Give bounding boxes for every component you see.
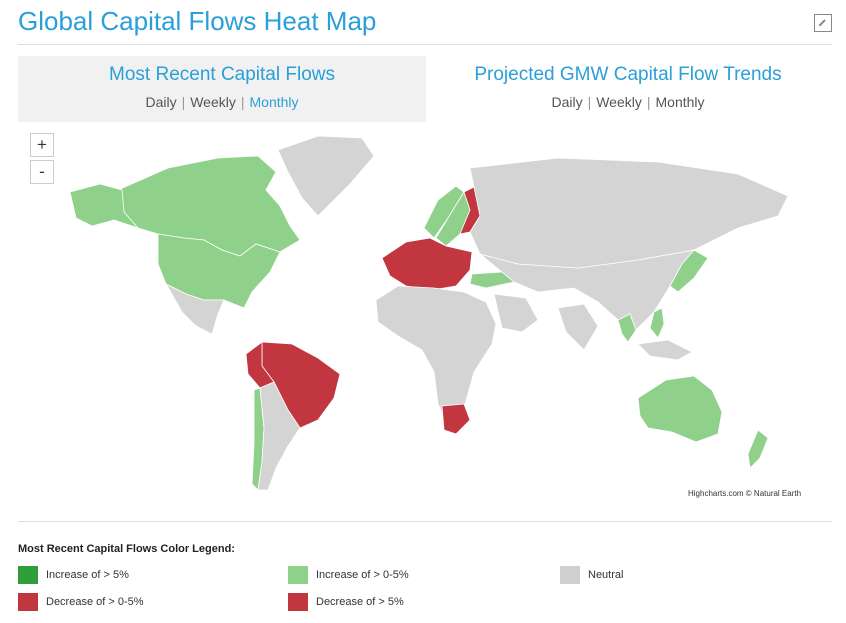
map-region-greenland[interactable]	[277, 135, 375, 217]
tab-most-recent[interactable]: Most Recent Capital Flows Daily | Weekly | M…	[18, 56, 426, 122]
map-region-turkey[interactable]	[469, 271, 515, 289]
legend-label: Decrease of > 5%	[316, 596, 404, 608]
map-region-neutral[interactable]	[637, 339, 693, 361]
legend-divider	[18, 521, 832, 522]
legend-item: Increase of > 5%	[18, 565, 129, 585]
map-region-south-africa[interactable]	[441, 403, 471, 435]
option-weekly[interactable]: Weekly	[190, 94, 236, 110]
legend-swatch	[18, 566, 38, 585]
zoom-in-button[interactable]: +	[30, 133, 54, 157]
legend-title: Most Recent Capital Flows Color Legend:	[18, 543, 235, 555]
map-region-australia[interactable]	[637, 375, 723, 443]
legend-swatch	[18, 593, 38, 612]
map-region-neutral[interactable]	[493, 293, 539, 333]
map-region-thailand[interactable]	[617, 313, 637, 343]
legend-label: Increase of > 5%	[46, 569, 129, 581]
option-weekly[interactable]: Weekly	[596, 94, 642, 110]
legend-item: Increase of > 0-5%	[288, 565, 409, 585]
option-monthly[interactable]: Monthly	[655, 94, 705, 110]
legend-item: Decrease of > 0-5%	[18, 592, 144, 612]
map-region-mexico[interactable]	[164, 283, 225, 335]
legend-label: Decrease of > 0-5%	[46, 596, 144, 608]
map-region-japan[interactable]	[669, 249, 709, 293]
legend-label: Neutral	[588, 569, 624, 581]
period-options: Daily | Weekly | Monthly	[551, 94, 705, 110]
header-divider	[18, 44, 832, 45]
legend-swatch	[560, 566, 580, 585]
period-options: Daily | Weekly | Monthly	[145, 94, 299, 110]
option-daily[interactable]: Daily	[551, 94, 583, 110]
zoom-out-button[interactable]: -	[30, 160, 54, 184]
map-region-africa[interactable]	[375, 285, 497, 429]
legend-swatch	[288, 593, 308, 612]
legend-item: Neutral	[560, 565, 623, 585]
tab-title[interactable]: Most Recent Capital Flows	[109, 64, 335, 85]
map-credit: Highcharts.com © Natural Earth	[688, 489, 802, 498]
tab-projected[interactable]: Projected GMW Capital Flow Trends Daily |…	[430, 56, 826, 122]
legend-label: Increase of > 0-5%	[316, 569, 409, 581]
option-daily[interactable]: Daily	[145, 94, 177, 110]
legend-item: Decrease of > 5%	[288, 592, 404, 612]
expand-icon[interactable]	[814, 14, 832, 32]
map-region-argentina[interactable]	[257, 381, 301, 491]
map-region-neutral[interactable]	[557, 303, 599, 351]
map-region-new-zealand[interactable]	[747, 429, 769, 469]
legend-swatch	[288, 566, 308, 585]
map-region-philippines[interactable]	[649, 307, 665, 339]
map-region-russia[interactable]	[469, 157, 789, 269]
page-title: Global Capital Flows Heat Map	[18, 6, 377, 36]
option-monthly[interactable]: Monthly	[249, 94, 299, 110]
map-region-alaska[interactable]	[69, 183, 140, 229]
map-region-canada[interactable]	[117, 155, 301, 257]
world-map[interactable]	[18, 128, 828, 508]
tab-title[interactable]: Projected GMW Capital Flow Trends	[474, 64, 782, 85]
map-region-western-europe[interactable]	[381, 237, 473, 291]
